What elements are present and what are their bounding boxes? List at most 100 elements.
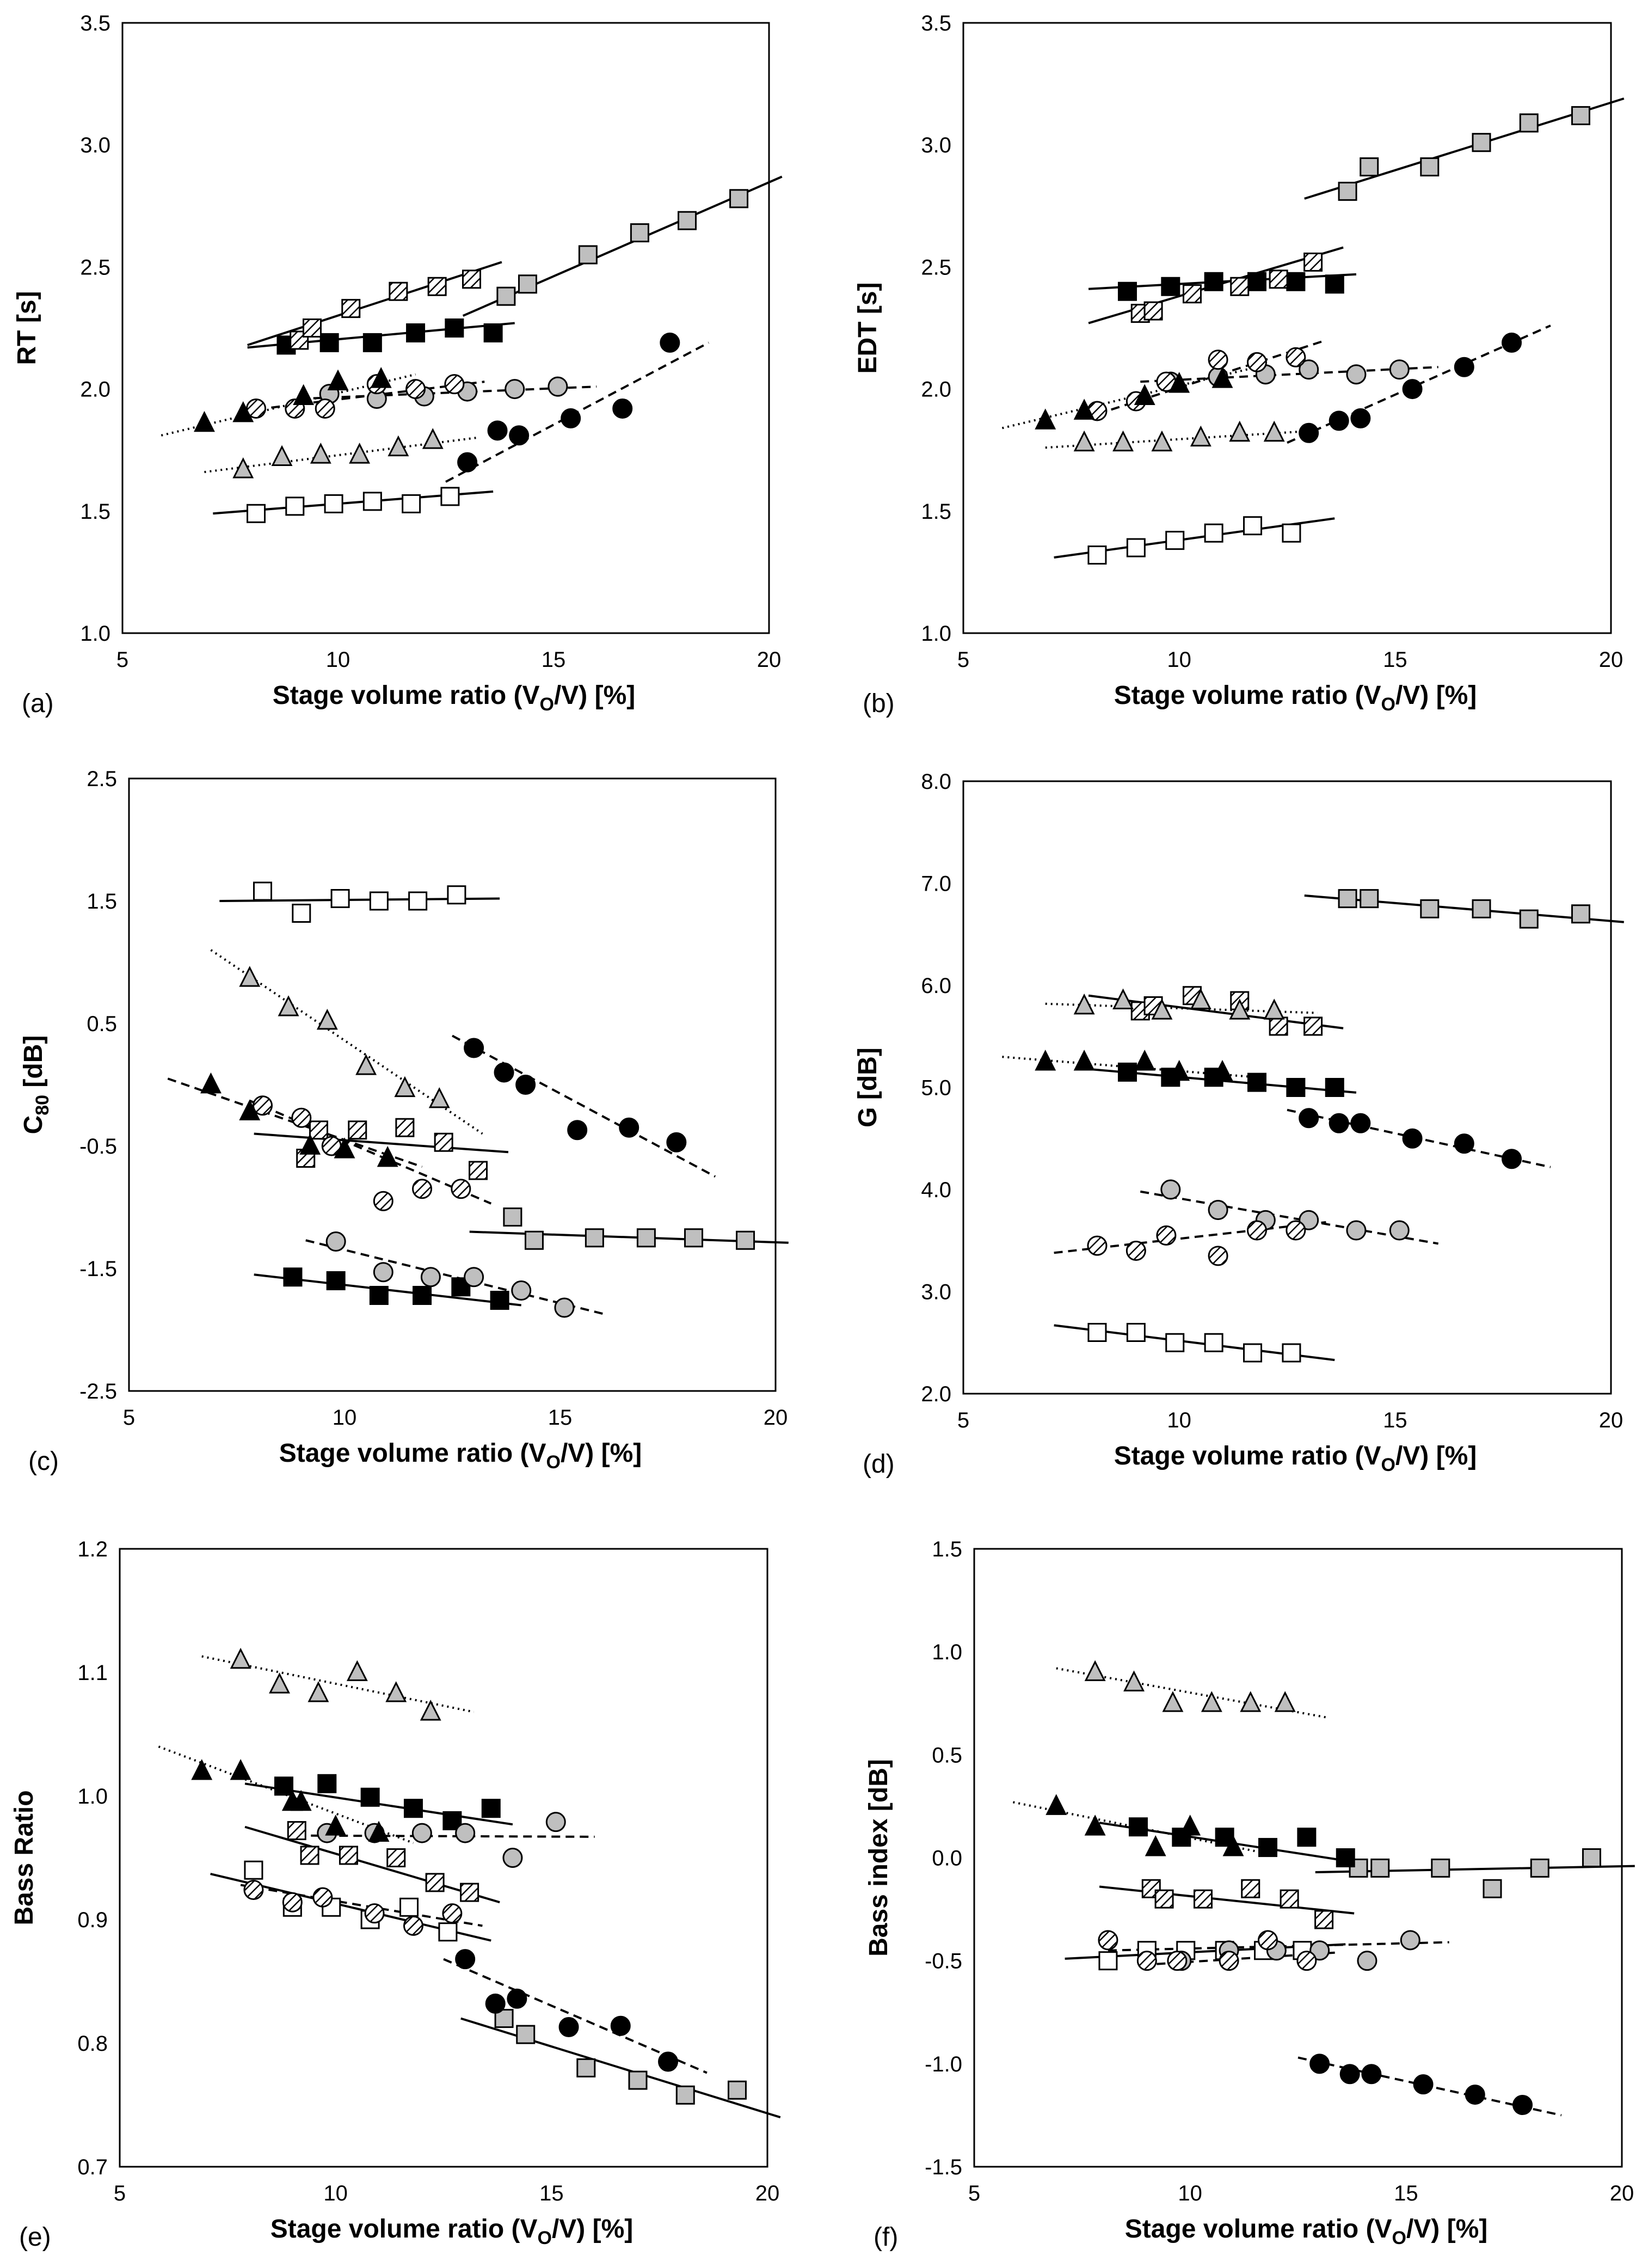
data-point: [324, 494, 343, 513]
data-point: [316, 1008, 338, 1030]
data-point: [1136, 1951, 1157, 1971]
data-point: [327, 369, 349, 391]
series-black_square: [274, 1774, 501, 1830]
data-point: [505, 379, 525, 400]
data-point: [1325, 274, 1344, 294]
x-axis-label-end: /V) [%]: [1395, 1442, 1477, 1470]
data-point: [283, 1267, 303, 1287]
data-point: [1240, 1691, 1262, 1712]
data-point: [232, 401, 254, 422]
data-point: [630, 223, 649, 243]
x-tick-label: 5: [116, 648, 128, 672]
y-axis-label: RT [s]: [13, 291, 41, 365]
y-axis-label-main: EDT [s]: [853, 283, 882, 374]
x-axis-label-main: Stage volume ratio (V: [1114, 681, 1381, 710]
data-point: [503, 1207, 522, 1227]
data-point: [1346, 1220, 1367, 1241]
x-tick-label: 10: [323, 2181, 348, 2205]
fit-line-gray_square: [1304, 97, 1625, 200]
y-tick-label: 2.0: [80, 378, 110, 402]
fit-line-gray_square: [1315, 1865, 1635, 1873]
data-point: [326, 1271, 346, 1290]
series-hatched_circle: [1087, 347, 1306, 421]
y-tick-label: 1.0: [77, 1785, 108, 1809]
y-tick-label: -1.0: [925, 2052, 962, 2076]
data-point: [578, 245, 598, 265]
data-point: [494, 1062, 514, 1083]
data-point: [1360, 157, 1379, 177]
fit-line-gray_circle: [1140, 1190, 1439, 1245]
data-point: [325, 1815, 347, 1836]
chart-panel-e: 0.7 0.8 0.9 1.0 1.1 1.2 5 10 15 20 Stage volume ra…: [10, 1537, 781, 2252]
data-point: [516, 2025, 536, 2044]
plot-frame: [128, 777, 777, 1392]
x-tick-label: 20: [757, 648, 782, 672]
x-tick-label: 5: [957, 1408, 969, 1432]
data-point: [1143, 301, 1163, 321]
data-point: [1303, 252, 1323, 272]
data-point: [509, 425, 530, 446]
series-gray_square: [1349, 1848, 1601, 1898]
panel-letter: (b): [863, 689, 895, 718]
series-black_circle: [455, 1949, 679, 2072]
fit-line-hatched_circle: [243, 381, 485, 412]
data-point: [1247, 1072, 1266, 1092]
y-axis-label-main: Bass Ratio: [10, 1790, 39, 1925]
data-point: [302, 318, 322, 338]
data-point: [440, 487, 460, 506]
data-point: [447, 885, 466, 905]
series-black_square: [1117, 272, 1344, 301]
data-point: [230, 1759, 251, 1780]
fit-line-black_circle: [443, 1958, 708, 2074]
y-tick-label: 3.0: [80, 133, 110, 157]
data-point: [1329, 410, 1349, 431]
y-tick-label: 1.0: [921, 622, 951, 646]
y-axis-label-main: Bass index [dB]: [864, 1759, 893, 1957]
data-point: [1087, 1323, 1107, 1342]
fit-line-hatched_circle: [240, 1884, 483, 1927]
data-point: [628, 2070, 648, 2090]
series-black_circle: [1299, 332, 1522, 443]
data-point: [457, 452, 478, 473]
data-point: [1286, 1220, 1306, 1241]
y-tick-label: 2.5: [87, 767, 117, 791]
x-tick-label: 15: [1383, 648, 1407, 672]
data-point: [515, 1075, 536, 1095]
data-point: [369, 1286, 389, 1305]
data-point: [1420, 899, 1440, 918]
x-tick-label: 20: [1599, 648, 1623, 672]
series-gray_square: [1338, 106, 1590, 201]
data-point: [269, 1672, 290, 1694]
data-point: [548, 376, 568, 397]
data-point: [292, 904, 311, 923]
data-point: [1073, 1050, 1095, 1071]
x-axis-label-sub: O: [538, 2228, 552, 2248]
data-point: [585, 1228, 604, 1248]
y-tick-label: -1.5: [925, 2155, 962, 2179]
data-point: [1204, 272, 1223, 291]
panel-letter: (c): [28, 1447, 59, 1476]
data-point: [1222, 1835, 1244, 1856]
data-point: [1084, 1815, 1106, 1836]
data-point: [1299, 422, 1319, 443]
data-point: [1126, 1323, 1146, 1342]
chart-panel-d: 2.0 3.0 4.0 5.0 6.0 7.0 8.0 5 10 15 20 Stage volume…: [853, 770, 1624, 1479]
data-point: [1282, 523, 1301, 543]
data-point: [200, 1072, 222, 1094]
data-point: [1247, 272, 1266, 291]
data-point: [253, 881, 273, 901]
data-point: [1360, 889, 1379, 909]
series-white_square: [253, 881, 466, 923]
data-point: [1241, 1879, 1260, 1898]
y-tick-label: 3.5: [80, 11, 110, 35]
data-point: [1269, 1016, 1288, 1036]
fit-line-gray_circle: [1140, 366, 1438, 383]
series-gray_triangle: [1084, 1660, 1296, 1712]
series-hatched_square: [1141, 1879, 1334, 1929]
data-point: [518, 274, 537, 294]
x-tick-label: 20: [1610, 2181, 1634, 2205]
y-tick-label: 1.5: [87, 890, 117, 914]
data-point: [355, 1054, 377, 1075]
data-point: [1169, 1059, 1190, 1081]
data-point: [308, 1681, 329, 1702]
